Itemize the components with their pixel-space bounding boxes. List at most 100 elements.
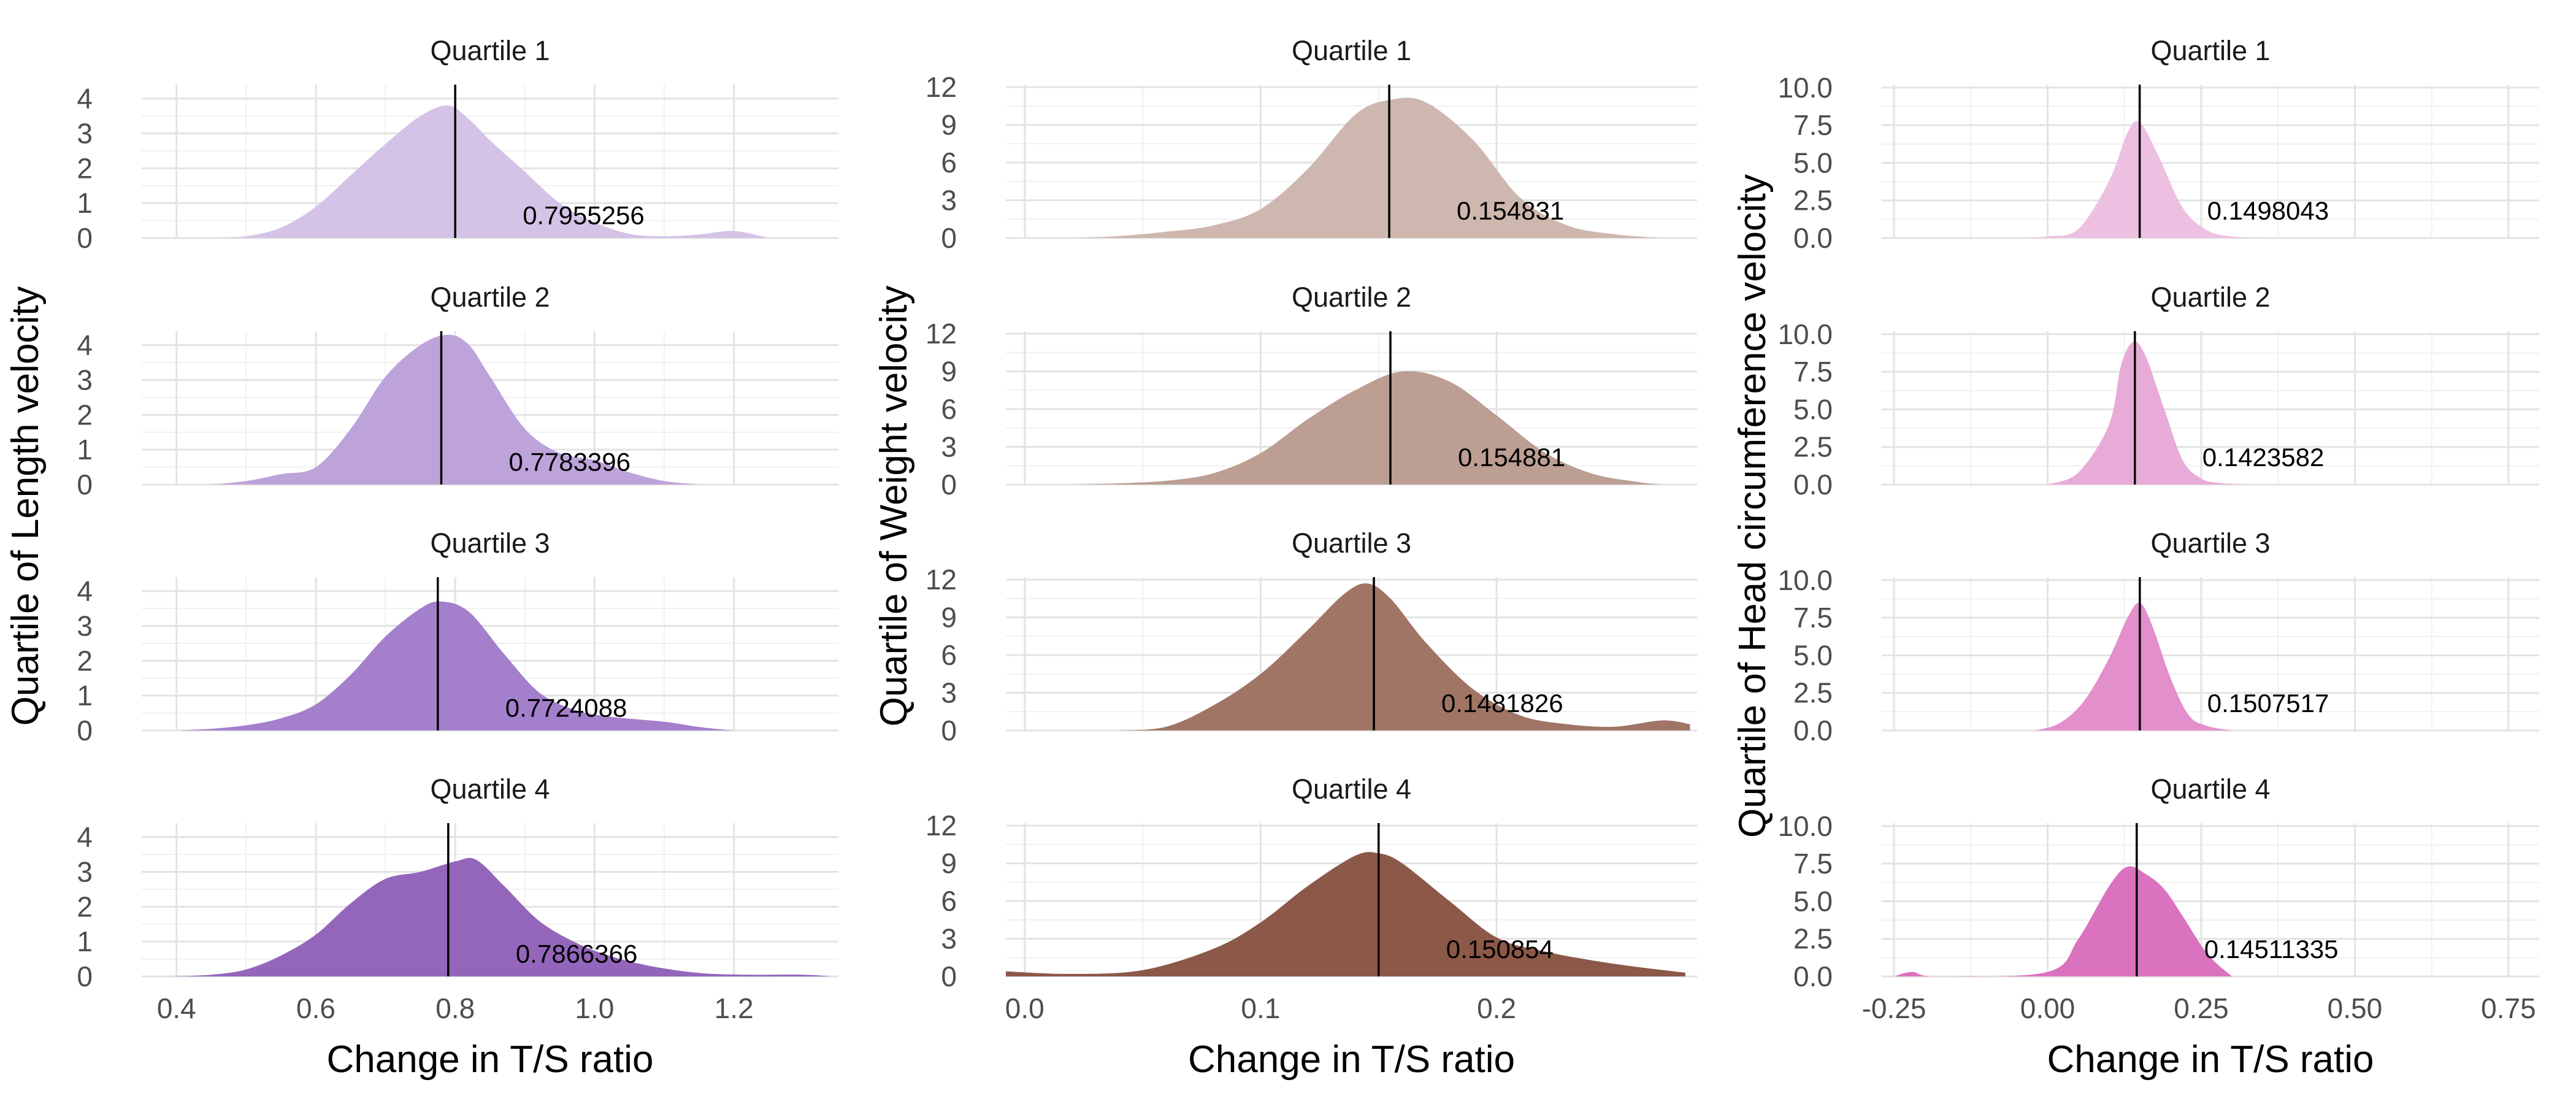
y-tick-label: 3: [941, 677, 957, 709]
median-value-label: 0.1423582: [2202, 443, 2325, 472]
panel-title: Quartile 4: [2150, 773, 2270, 805]
y-tick-label: 12: [926, 318, 957, 350]
y-tick-label: 10.0: [1777, 810, 1833, 842]
median-value-label: 0.154831: [1457, 196, 1564, 225]
median-value-label: 0.150854: [1446, 935, 1554, 964]
y-tick-label: 5.0: [1793, 393, 1833, 425]
y-tick-label: 1: [77, 926, 93, 957]
density-area: [1894, 866, 2233, 977]
panel-1-quartile-3: 0.1481826 Quartile 3 0 3 6 9 12: [926, 527, 1697, 746]
y-tick-label: 2.5: [1793, 677, 1833, 709]
y-tick-label: 0: [941, 222, 957, 254]
y-tick-label: 5.0: [1793, 639, 1833, 671]
y-tick-label: 0: [941, 960, 957, 992]
density-area: [211, 334, 699, 485]
panel-title: Quartile 2: [1292, 282, 1411, 313]
panel-title: Quartile 2: [2150, 282, 2270, 313]
x-tick-label: 0.75: [2481, 992, 2536, 1024]
density-area: [1006, 852, 1685, 976]
x-tick-label: 0.50: [2328, 992, 2383, 1024]
y-tick-label: 0: [77, 715, 93, 746]
x-tick-label: 0.6: [296, 992, 335, 1024]
panel-2-quartile-1: 0.1498043 Quartile 1 0.0 2.5 5.0 7.5 10.0: [1777, 35, 2539, 254]
y-tick-label: 12: [926, 564, 957, 596]
y-tick-label: 2.5: [1793, 185, 1833, 217]
y-tick-label: 0: [77, 469, 93, 500]
density-area: [1119, 583, 1690, 730]
y-tick-label: 4: [77, 329, 93, 361]
y-tick-label: 2: [77, 399, 93, 431]
panel-1-quartile-2: 0.154881 Quartile 2 0 3 6 9 12: [926, 282, 1697, 500]
y-tick-label: 2: [77, 645, 93, 677]
panel-title: Quartile 3: [430, 527, 550, 559]
y-tick-label: 9: [941, 848, 957, 880]
x-tick-label: 0.25: [2174, 992, 2229, 1024]
x-tick-label: 0.00: [2020, 992, 2076, 1024]
y-axis-title: Quartile of Length velocity: [4, 286, 47, 726]
y-tick-label: 12: [926, 810, 957, 841]
y-tick-label: 7.5: [1793, 109, 1833, 141]
x-tick-label: -0.25: [1862, 992, 1926, 1024]
y-tick-label: 1: [77, 680, 93, 711]
y-tick-label: 4: [77, 575, 93, 607]
x-axis-title: Change in T/S ratio: [1188, 1038, 1515, 1081]
y-tick-label: 1: [77, 434, 93, 466]
y-tick-label: 2: [77, 152, 93, 184]
y-tick-label: 5.0: [1793, 147, 1833, 178]
y-tick-label: 0.0: [1793, 715, 1833, 746]
panel-title: Quartile 4: [1292, 773, 1411, 805]
median-value-label: 0.7955256: [523, 201, 645, 230]
y-tick-label: 4: [77, 821, 93, 853]
y-tick-label: 4: [77, 83, 93, 115]
y-tick-label: 10.0: [1777, 72, 1833, 104]
y-tick-label: 9: [941, 356, 957, 388]
y-tick-label: 0: [77, 222, 93, 254]
y-tick-label: 2: [77, 891, 93, 922]
y-tick-label: 3: [77, 856, 93, 888]
panel-2-quartile-3: 0.1507517 Quartile 3 0.0 2.5 5.0 7.5 10.0: [1777, 527, 2539, 746]
median-value-label: 0.1507517: [2207, 689, 2329, 718]
y-tick-label: 0.0: [1793, 222, 1833, 254]
y-tick-label: 3: [77, 118, 93, 150]
y-tick-label: 1: [77, 187, 93, 219]
y-tick-label: 3: [941, 923, 957, 955]
y-tick-label: 6: [941, 147, 957, 178]
panel-title: Quartile 2: [430, 282, 550, 313]
y-tick-label: 0: [941, 469, 957, 500]
y-tick-label: 0.0: [1793, 469, 1833, 500]
y-tick-label: 3: [941, 185, 957, 217]
y-tick-label: 9: [941, 109, 957, 141]
density-area: [1071, 98, 1662, 238]
panel-title: Quartile 4: [430, 773, 550, 805]
y-tick-label: 6: [941, 393, 957, 425]
x-tick-label: 0.2: [1477, 992, 1516, 1024]
y-tick-label: 10.0: [1777, 564, 1833, 596]
y-tick-label: 7.5: [1793, 356, 1833, 388]
panel-title: Quartile 3: [1292, 527, 1411, 559]
panel-title: Quartile 3: [2150, 527, 2270, 559]
density-area: [169, 857, 832, 976]
y-tick-label: 10.0: [1777, 318, 1833, 350]
y-tick-label: 0.0: [1793, 960, 1833, 992]
y-tick-label: 12: [926, 71, 957, 103]
density-area: [2047, 341, 2245, 485]
y-tick-label: 2.5: [1793, 431, 1833, 463]
median-value-label: 0.7724088: [505, 694, 627, 723]
y-tick-label: 6: [941, 639, 957, 671]
density-area: [211, 105, 769, 238]
x-tick-label: 0.1: [1241, 992, 1280, 1024]
density-area: [176, 601, 734, 730]
median-value-label: 0.154881: [1458, 443, 1565, 472]
y-tick-label: 0: [941, 715, 957, 746]
density-area: [2035, 602, 2233, 730]
panel-1-quartile-1: 0.154831 Quartile 1 0 3 6 9 12: [926, 35, 1697, 254]
density-area: [1071, 371, 1662, 485]
y-axis-title: Quartile of Weight velocity: [873, 285, 915, 726]
median-value-label: 0.1481826: [1441, 689, 1563, 718]
